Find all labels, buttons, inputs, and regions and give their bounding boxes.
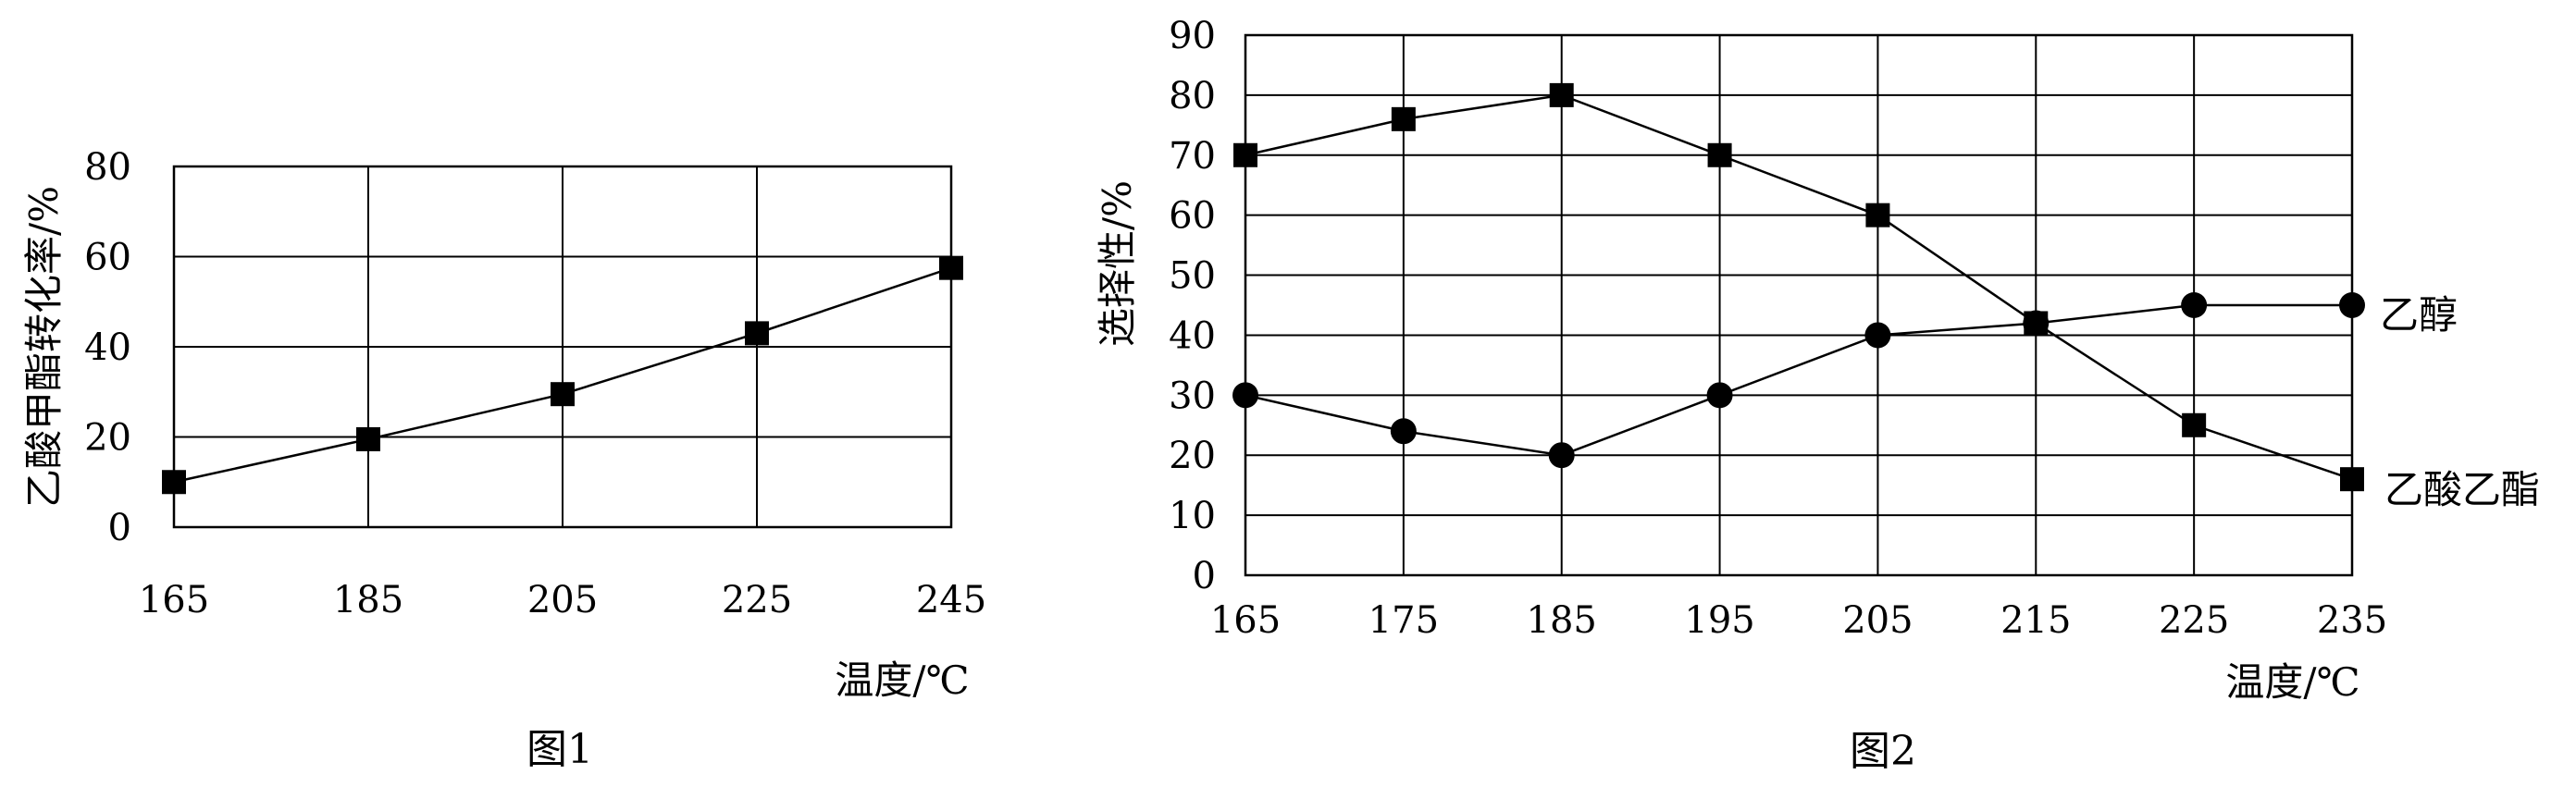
chart-2-series-2-line	[1245, 303, 2352, 457]
chart-1-gridlines	[173, 166, 952, 528]
chart-2-x-axis-label: 温度/℃	[2225, 659, 2359, 705]
chart-2-x-tick-label: 185	[1527, 599, 1597, 642]
chart-2-series	[1232, 82, 2365, 492]
chart-2-x-tick-label: 225	[2159, 599, 2229, 642]
chart-1-series-1-point	[162, 470, 186, 495]
chart-1-caption: 图1	[526, 726, 593, 773]
chart-2-x-tick-label: 175	[1368, 599, 1439, 642]
chart-2-x-tick-label: 195	[1684, 599, 1754, 642]
chart-2-series-1-point	[2340, 467, 2364, 492]
chart-2-caption: 图2	[1850, 728, 1916, 775]
chart-2-series-2-point	[2339, 292, 2365, 318]
chart-2-series-1-point	[1233, 142, 1257, 167]
chart-2-series-1-point	[1865, 203, 1890, 227]
chart-2-y-tick-label: 90	[1169, 15, 1216, 57]
chart-1-series-1-point	[745, 321, 769, 346]
chart-2-series-2-point	[1548, 442, 1575, 469]
chart-2-y-tick-label: 30	[1169, 375, 1216, 417]
chart-2-series-label-ethyl-acetate: 乙酸乙酯	[2384, 467, 2540, 512]
chart-1-x-tick-label: 185	[333, 579, 403, 621]
chart-1-y-tick-label: 80	[84, 146, 131, 189]
chart-2-y-axis-label: 选择性/%	[1095, 180, 1140, 347]
chart-2-x-tick-labels: 165 175 185 195 205 215 225 235	[1210, 599, 2387, 642]
chart-1-x-axis-label: 温度/℃	[835, 658, 969, 703]
chart-2-series-2-point	[1864, 322, 1891, 349]
chart-2-x-tick-label: 165	[1210, 599, 1281, 642]
chart-2-series-2-point	[1390, 418, 1417, 445]
chart-2-y-tick-label: 40	[1169, 314, 1216, 357]
chart-2-y-tick-labels: 0 10 20 30 40 50 60 70 80 90	[1169, 15, 1216, 597]
chart-1-y-axis-label: 乙酸甲酯转化率/%	[21, 186, 67, 508]
chart-2-series-2-point	[2181, 292, 2208, 318]
chart-2-x-tick-label: 235	[2317, 599, 2387, 642]
chart-2-y-tick-label: 80	[1169, 75, 1216, 117]
chart-1-series-1-point	[551, 382, 575, 407]
chart-1-y-tick-label: 0	[108, 507, 131, 549]
chart-2-y-tick-label: 10	[1169, 495, 1216, 537]
chart-1-x-tick-labels: 165 185 205 225 245	[139, 579, 986, 621]
chart-2-y-tick-label: 20	[1169, 435, 1216, 477]
chart-2-series-1-point	[1549, 82, 1574, 107]
chart-1-series-1-point	[356, 426, 380, 451]
chart-2-series-1-point	[1391, 106, 1416, 131]
chart-2-series-label-ethanol: 乙醇	[2380, 292, 2458, 338]
chart-1-x-tick-label: 165	[139, 579, 209, 621]
chart-2-series-2-point	[1232, 382, 1258, 409]
chart-2-selectivity: 0 10 20 30 40 50 60 70 80 90 165 175 185 195 205 215 22…	[1095, 15, 2540, 775]
chart-1-y-tick-label: 40	[84, 326, 131, 369]
chart-2-series-2-point	[2023, 310, 2050, 337]
chart-2-series-1-line	[1245, 93, 2353, 481]
chart-2-gridlines	[1245, 34, 2353, 576]
chart-1-series-1-point	[939, 255, 963, 280]
chart-2-x-tick-label: 205	[1842, 599, 1913, 642]
chart-2-series-1-point	[2182, 412, 2207, 437]
chart-1-conversion: 0 20 40 60 80 165 185 205 225 245 乙酸甲酯转化率/% 温度/℃…	[21, 146, 986, 773]
chart-1-x-tick-label: 205	[527, 579, 598, 621]
chart-1-x-tick-label: 225	[722, 579, 792, 621]
chart-2-y-tick-label: 0	[1193, 555, 1216, 597]
chart-1-y-tick-label: 60	[84, 237, 131, 279]
chart-2-y-tick-label: 70	[1169, 135, 1216, 178]
chart-2-series-2-point	[1706, 382, 1733, 409]
chart-1-y-tick-labels: 0 20 40 60 80	[84, 146, 131, 549]
chart-2-series-1-point	[1707, 142, 1732, 167]
chart-2-x-tick-label: 215	[2000, 599, 2071, 642]
chart-2-y-tick-label: 50	[1169, 255, 1216, 298]
chart-1-y-tick-label: 20	[84, 417, 131, 460]
chart-1-x-tick-label: 245	[916, 579, 986, 621]
chart-2-y-tick-label: 60	[1169, 195, 1216, 238]
chart-1-series	[162, 255, 963, 495]
